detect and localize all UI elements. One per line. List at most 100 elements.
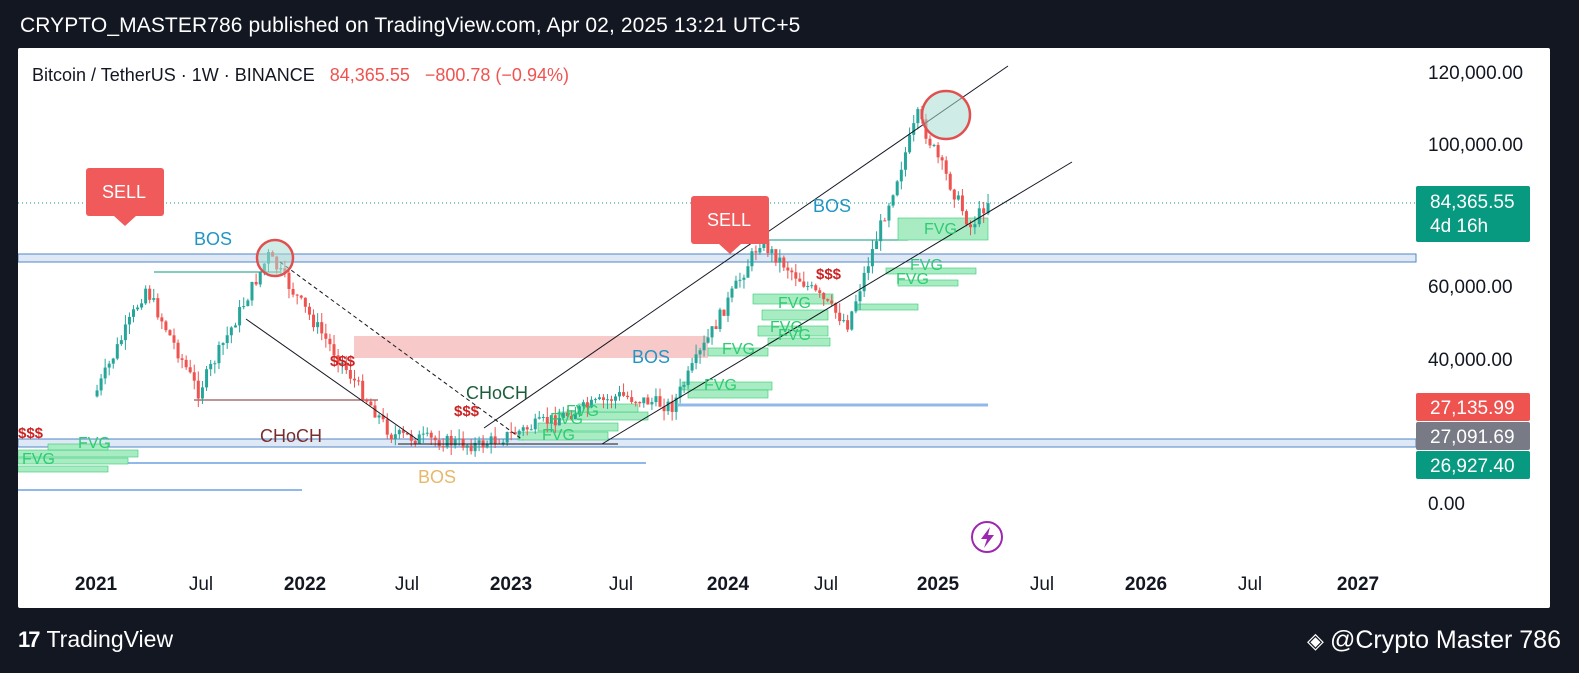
- candle: [303, 297, 307, 307]
- candle: [822, 292, 826, 300]
- top-circle: [920, 89, 972, 141]
- candle: [609, 399, 613, 401]
- candle: [295, 294, 299, 296]
- candle: [192, 372, 196, 381]
- candle: [477, 440, 481, 443]
- fvg-zone: [47, 443, 109, 451]
- x-tick-label: Jul: [189, 574, 213, 595]
- candle: [642, 397, 646, 404]
- candle: [217, 344, 221, 364]
- candle: [573, 413, 577, 419]
- candle: [818, 290, 822, 293]
- candle: [377, 415, 381, 418]
- fvg-zone: [857, 303, 919, 311]
- fvg-label: FVG: [22, 451, 55, 468]
- candle: [887, 205, 891, 221]
- y-tick-label: 60,000.00: [1428, 277, 1513, 298]
- x-tick-label: Jul: [814, 574, 838, 595]
- candle: [344, 362, 348, 371]
- candle: [810, 285, 814, 287]
- candle: [956, 195, 960, 200]
- candle: [453, 439, 457, 446]
- candle: [312, 314, 316, 328]
- candle: [682, 385, 686, 387]
- candle: [694, 354, 698, 364]
- lightning-icon: [971, 521, 1003, 553]
- candle: [254, 281, 258, 285]
- chart-panel[interactable]: SELL SELL BOS BOS BOS BOS CHoCH CHoCH $$$ $$$ $$$ $…: [17, 48, 1550, 608]
- candle: [445, 435, 449, 448]
- candle: [521, 427, 525, 431]
- annotation-labels: SELLSELLBOSBOSBOSBOSCHoCHCHoCH$$$$$$$$$$…: [18, 63, 1523, 553]
- y-tick-label: 120,000.00: [1428, 63, 1523, 84]
- fvg-zone: [17, 457, 129, 465]
- candle: [525, 427, 529, 430]
- candle: [489, 436, 493, 445]
- candle: [597, 397, 601, 400]
- candle: [461, 438, 465, 448]
- candle: [969, 224, 972, 228]
- candle: [662, 406, 666, 412]
- candle: [168, 330, 172, 336]
- candle: [160, 317, 164, 322]
- candle: [674, 397, 678, 412]
- candle: [879, 220, 883, 242]
- candle: [838, 312, 842, 322]
- candle: [738, 279, 742, 281]
- candle: [361, 380, 365, 400]
- candle: [348, 370, 352, 379]
- lightning-icon-bolt: [981, 527, 994, 548]
- candle: [517, 430, 521, 435]
- fvg-label: FVG: [722, 341, 755, 358]
- candle: [180, 358, 184, 360]
- candle: [613, 396, 617, 401]
- candle: [622, 392, 626, 396]
- price-tag-value: 27,091.69: [1430, 427, 1515, 448]
- sell-badge: [691, 196, 769, 244]
- candle: [842, 320, 846, 322]
- candle: [107, 363, 111, 368]
- candle: [758, 247, 762, 253]
- candle: [714, 326, 718, 330]
- tradingview-brand: TradingView: [46, 626, 174, 652]
- candle: [734, 280, 738, 289]
- candle: [928, 138, 932, 146]
- candle: [626, 395, 630, 398]
- choch-label: CHoCH: [466, 383, 528, 403]
- candle: [340, 362, 344, 365]
- candle: [328, 338, 332, 345]
- candle: [188, 367, 192, 373]
- candle: [630, 397, 634, 402]
- candle: [658, 396, 662, 407]
- candle: [912, 123, 916, 135]
- x-tick-label: Jul: [1030, 574, 1054, 595]
- x-tick-label: 2023: [490, 574, 532, 595]
- candle: [690, 363, 694, 371]
- fvg-label: FVG: [542, 427, 575, 444]
- candle: [233, 325, 237, 328]
- candle: [722, 309, 726, 316]
- candle: [373, 405, 377, 418]
- candle: [357, 380, 361, 382]
- candle: [465, 445, 469, 448]
- candle: [433, 437, 437, 441]
- x-tick-label: Jul: [395, 574, 419, 595]
- last-price-value: 84,365.55: [1430, 192, 1515, 213]
- candle: [541, 416, 545, 418]
- published-line: CRYPTO_MASTER786 published on TradingVie…: [20, 14, 801, 37]
- price-tag-value: 26,927.40: [1430, 456, 1515, 477]
- x-tick-label: 2024: [707, 574, 750, 595]
- chart-svg[interactable]: SELLSELLBOSBOSBOSBOSCHoCHCHoCH$$$$$$$$$$…: [17, 48, 1550, 608]
- candle: [152, 298, 156, 300]
- x-tick-label: 2026: [1125, 574, 1167, 595]
- candle: [706, 337, 710, 343]
- bos-label: BOS: [813, 196, 851, 216]
- fvg-label: FVG: [704, 377, 737, 394]
- candle: [225, 335, 229, 344]
- candle: [119, 340, 123, 345]
- candle: [875, 241, 879, 250]
- candle: [473, 442, 477, 452]
- legend-symbol: Bitcoin / TetherUS · 1W · BINANCE: [32, 65, 315, 85]
- candle: [986, 203, 990, 214]
- choch-label: CHoCH: [260, 426, 322, 446]
